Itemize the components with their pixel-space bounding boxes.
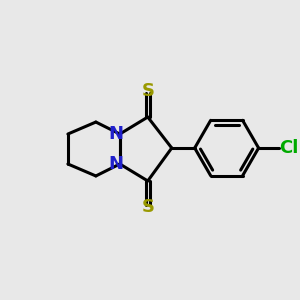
Text: Cl: Cl bbox=[279, 139, 298, 157]
Text: N: N bbox=[108, 155, 123, 173]
Text: N: N bbox=[108, 125, 123, 143]
Text: S: S bbox=[141, 82, 154, 100]
Text: S: S bbox=[141, 198, 154, 216]
